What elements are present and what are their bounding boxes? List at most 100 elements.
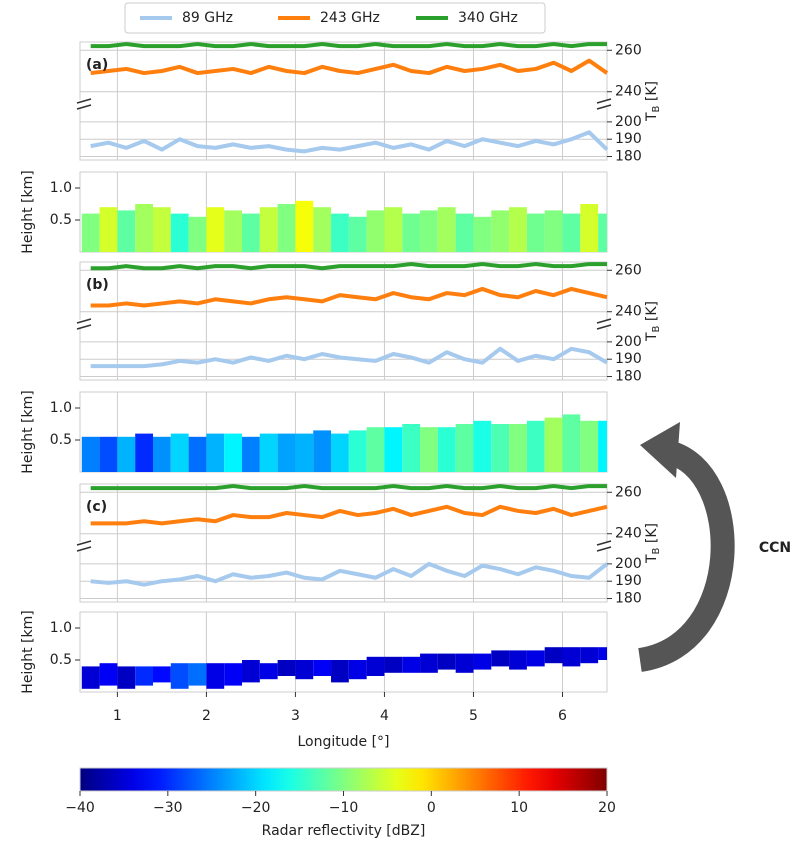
axis-break bbox=[74, 320, 90, 328]
colorbar-tick-label: 0 bbox=[427, 800, 436, 816]
reflectivity-column bbox=[473, 420, 492, 472]
reflectivity-column bbox=[598, 647, 607, 660]
reflectivity-column bbox=[117, 436, 136, 472]
reflectivity-column bbox=[170, 213, 189, 252]
reflectivity-column bbox=[188, 216, 207, 252]
reflectivity-column bbox=[544, 647, 563, 664]
ccn-arrowhead bbox=[640, 422, 680, 478]
legend-box bbox=[124, 2, 546, 34]
axis-break-mark bbox=[76, 98, 92, 104]
reflectivity-column bbox=[526, 650, 545, 667]
y-axis-label-part: B bbox=[651, 325, 662, 332]
legend-label: 340 GHz bbox=[458, 10, 518, 26]
reflectivity-column bbox=[509, 424, 527, 472]
tb-line bbox=[90, 504, 608, 526]
reflectivity-column bbox=[295, 660, 314, 680]
reflectivity-column bbox=[224, 433, 243, 472]
axis-break-mark bbox=[596, 98, 612, 104]
y-tick-label: 260 bbox=[615, 262, 642, 278]
y-tick-label: 1.0 bbox=[50, 400, 72, 416]
colorbar-tick-label: −20 bbox=[241, 800, 271, 816]
reflectivity-column bbox=[206, 663, 225, 689]
axis-break-mark bbox=[596, 324, 612, 330]
tb-line bbox=[90, 346, 609, 369]
reflectivity-column bbox=[402, 656, 421, 673]
reflectivity-column bbox=[455, 653, 474, 673]
reflectivity-column bbox=[331, 213, 349, 252]
reflectivity-column bbox=[81, 666, 100, 689]
y-tick-label: 0.5 bbox=[50, 212, 72, 228]
reflectivity-column bbox=[99, 663, 118, 686]
tb-line bbox=[90, 484, 607, 491]
x-tick-label: 6 bbox=[558, 708, 567, 724]
axis-break-mark bbox=[76, 104, 92, 110]
y-tick-label: 180 bbox=[615, 369, 642, 385]
axis-break-mark bbox=[76, 546, 92, 552]
reflectivity-column bbox=[188, 663, 207, 686]
axis-break-mark bbox=[596, 540, 612, 546]
x-tick-label: 4 bbox=[380, 708, 389, 724]
axis-break bbox=[74, 100, 90, 108]
panel-label: (c) bbox=[86, 499, 107, 515]
reflectivity-column bbox=[152, 207, 171, 252]
x-axis-label: Longitude [°] bbox=[297, 734, 389, 750]
y-tick-label: 1.0 bbox=[50, 180, 72, 196]
colorbar-label: Radar reflectivity [dBZ] bbox=[262, 823, 426, 839]
y-tick-label: 1.0 bbox=[50, 620, 72, 636]
ccn-label: CCN bbox=[759, 540, 791, 556]
reflectivity-column bbox=[544, 417, 563, 472]
legend-label: 243 GHz bbox=[320, 10, 380, 26]
y-axis-label: TB [K] bbox=[644, 523, 662, 564]
reflectivity-column bbox=[402, 424, 421, 472]
reflectivity-column bbox=[598, 420, 607, 472]
y-axis-label-part: B bbox=[651, 105, 662, 112]
axis-break-mark bbox=[76, 540, 92, 546]
reflectivity-column bbox=[562, 414, 581, 472]
reflectivity-column bbox=[473, 216, 492, 252]
x-tick-label: 1 bbox=[113, 708, 122, 724]
reflectivity-column bbox=[384, 427, 403, 472]
reflectivity-column bbox=[420, 653, 438, 673]
reflectivity-column bbox=[598, 213, 607, 252]
reflectivity-column bbox=[491, 650, 510, 667]
axis-break bbox=[594, 100, 610, 108]
y-axis-label-part: T bbox=[644, 112, 660, 122]
y-tick-label: 0.5 bbox=[50, 432, 72, 448]
axes-frame bbox=[79, 483, 608, 603]
reflectivity-column bbox=[509, 650, 527, 670]
reflectivity-column bbox=[170, 663, 189, 689]
colorbar-tick-label: −30 bbox=[153, 800, 183, 816]
axis-break-mark bbox=[596, 104, 612, 110]
reflectivity-column bbox=[331, 433, 349, 472]
reflectivity-column bbox=[455, 424, 474, 472]
panel-label: (b) bbox=[86, 277, 109, 293]
reflectivity-column bbox=[562, 647, 581, 667]
tb-line bbox=[90, 130, 609, 154]
reflectivity-column bbox=[313, 207, 332, 252]
reflectivity-column bbox=[277, 660, 296, 676]
reflectivity-column bbox=[188, 436, 207, 472]
reflectivity-column bbox=[437, 427, 456, 472]
colorbar-tick-label: −40 bbox=[65, 800, 95, 816]
reflectivity-column bbox=[366, 427, 385, 472]
reflectivity-column bbox=[81, 213, 100, 252]
axes-frame bbox=[79, 261, 608, 381]
y-axis-label: Height [km] bbox=[20, 610, 36, 693]
x-tick-label: 3 bbox=[291, 708, 300, 724]
reflectivity-column bbox=[81, 436, 100, 472]
x-tick-label: 5 bbox=[469, 708, 478, 724]
x-tick-label: 2 bbox=[202, 708, 211, 724]
reflectivity-column bbox=[259, 663, 278, 680]
reflectivity-column bbox=[366, 210, 385, 252]
y-tick-label: 180 bbox=[615, 591, 642, 607]
y-tick-label: 200 bbox=[615, 114, 642, 130]
reflectivity-column bbox=[295, 200, 314, 252]
reflectivity-column bbox=[277, 204, 296, 252]
y-tick-label: 240 bbox=[615, 84, 642, 100]
reflectivity-column bbox=[224, 663, 243, 686]
reflectivity-column bbox=[437, 207, 456, 252]
y-axis-label: TB [K] bbox=[644, 301, 662, 342]
reflectivity-column bbox=[152, 666, 171, 683]
reflectivity-column bbox=[117, 210, 136, 252]
